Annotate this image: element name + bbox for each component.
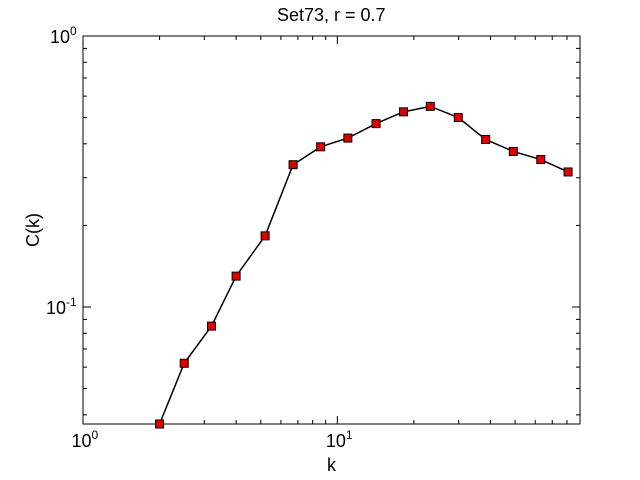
tick-label-exponent: 0 bbox=[70, 24, 77, 38]
data-point bbox=[260, 231, 270, 241]
tick-label-base: 10 bbox=[46, 297, 67, 318]
chart-title: Set73, r = 0.7 bbox=[277, 5, 386, 25]
data-point bbox=[343, 133, 353, 143]
series-line bbox=[158, 105, 569, 425]
data-point bbox=[179, 358, 189, 368]
tick-label-exponent: 0 bbox=[91, 428, 99, 442]
data-point bbox=[398, 107, 408, 117]
tick-label-base: 10 bbox=[50, 27, 71, 47]
data-point bbox=[508, 146, 518, 156]
data-point bbox=[206, 321, 216, 331]
data-point bbox=[481, 135, 491, 145]
data-point bbox=[453, 113, 463, 123]
y-axis-label: C(k) bbox=[23, 213, 43, 247]
data-point bbox=[425, 101, 435, 111]
data-point bbox=[316, 142, 326, 152]
x-tick-label: 101 bbox=[325, 428, 353, 451]
y-tick-label: 10-1 bbox=[46, 294, 77, 318]
data-point bbox=[563, 167, 573, 177]
tick-label-base: 10 bbox=[71, 431, 92, 451]
y-tick-label: 100 bbox=[50, 24, 77, 47]
axes-box bbox=[82, 35, 581, 425]
data-point bbox=[231, 271, 241, 281]
data-point bbox=[155, 419, 165, 429]
data-point bbox=[288, 160, 298, 170]
tick-label-base: 10 bbox=[325, 431, 346, 451]
x-axis-label: k bbox=[327, 455, 336, 475]
x-tick-label: 100 bbox=[71, 428, 99, 451]
data-point bbox=[371, 119, 381, 129]
tick-label-exponent: -1 bbox=[66, 294, 77, 309]
data-point bbox=[536, 155, 546, 165]
tick-label-exponent: 1 bbox=[345, 428, 353, 442]
